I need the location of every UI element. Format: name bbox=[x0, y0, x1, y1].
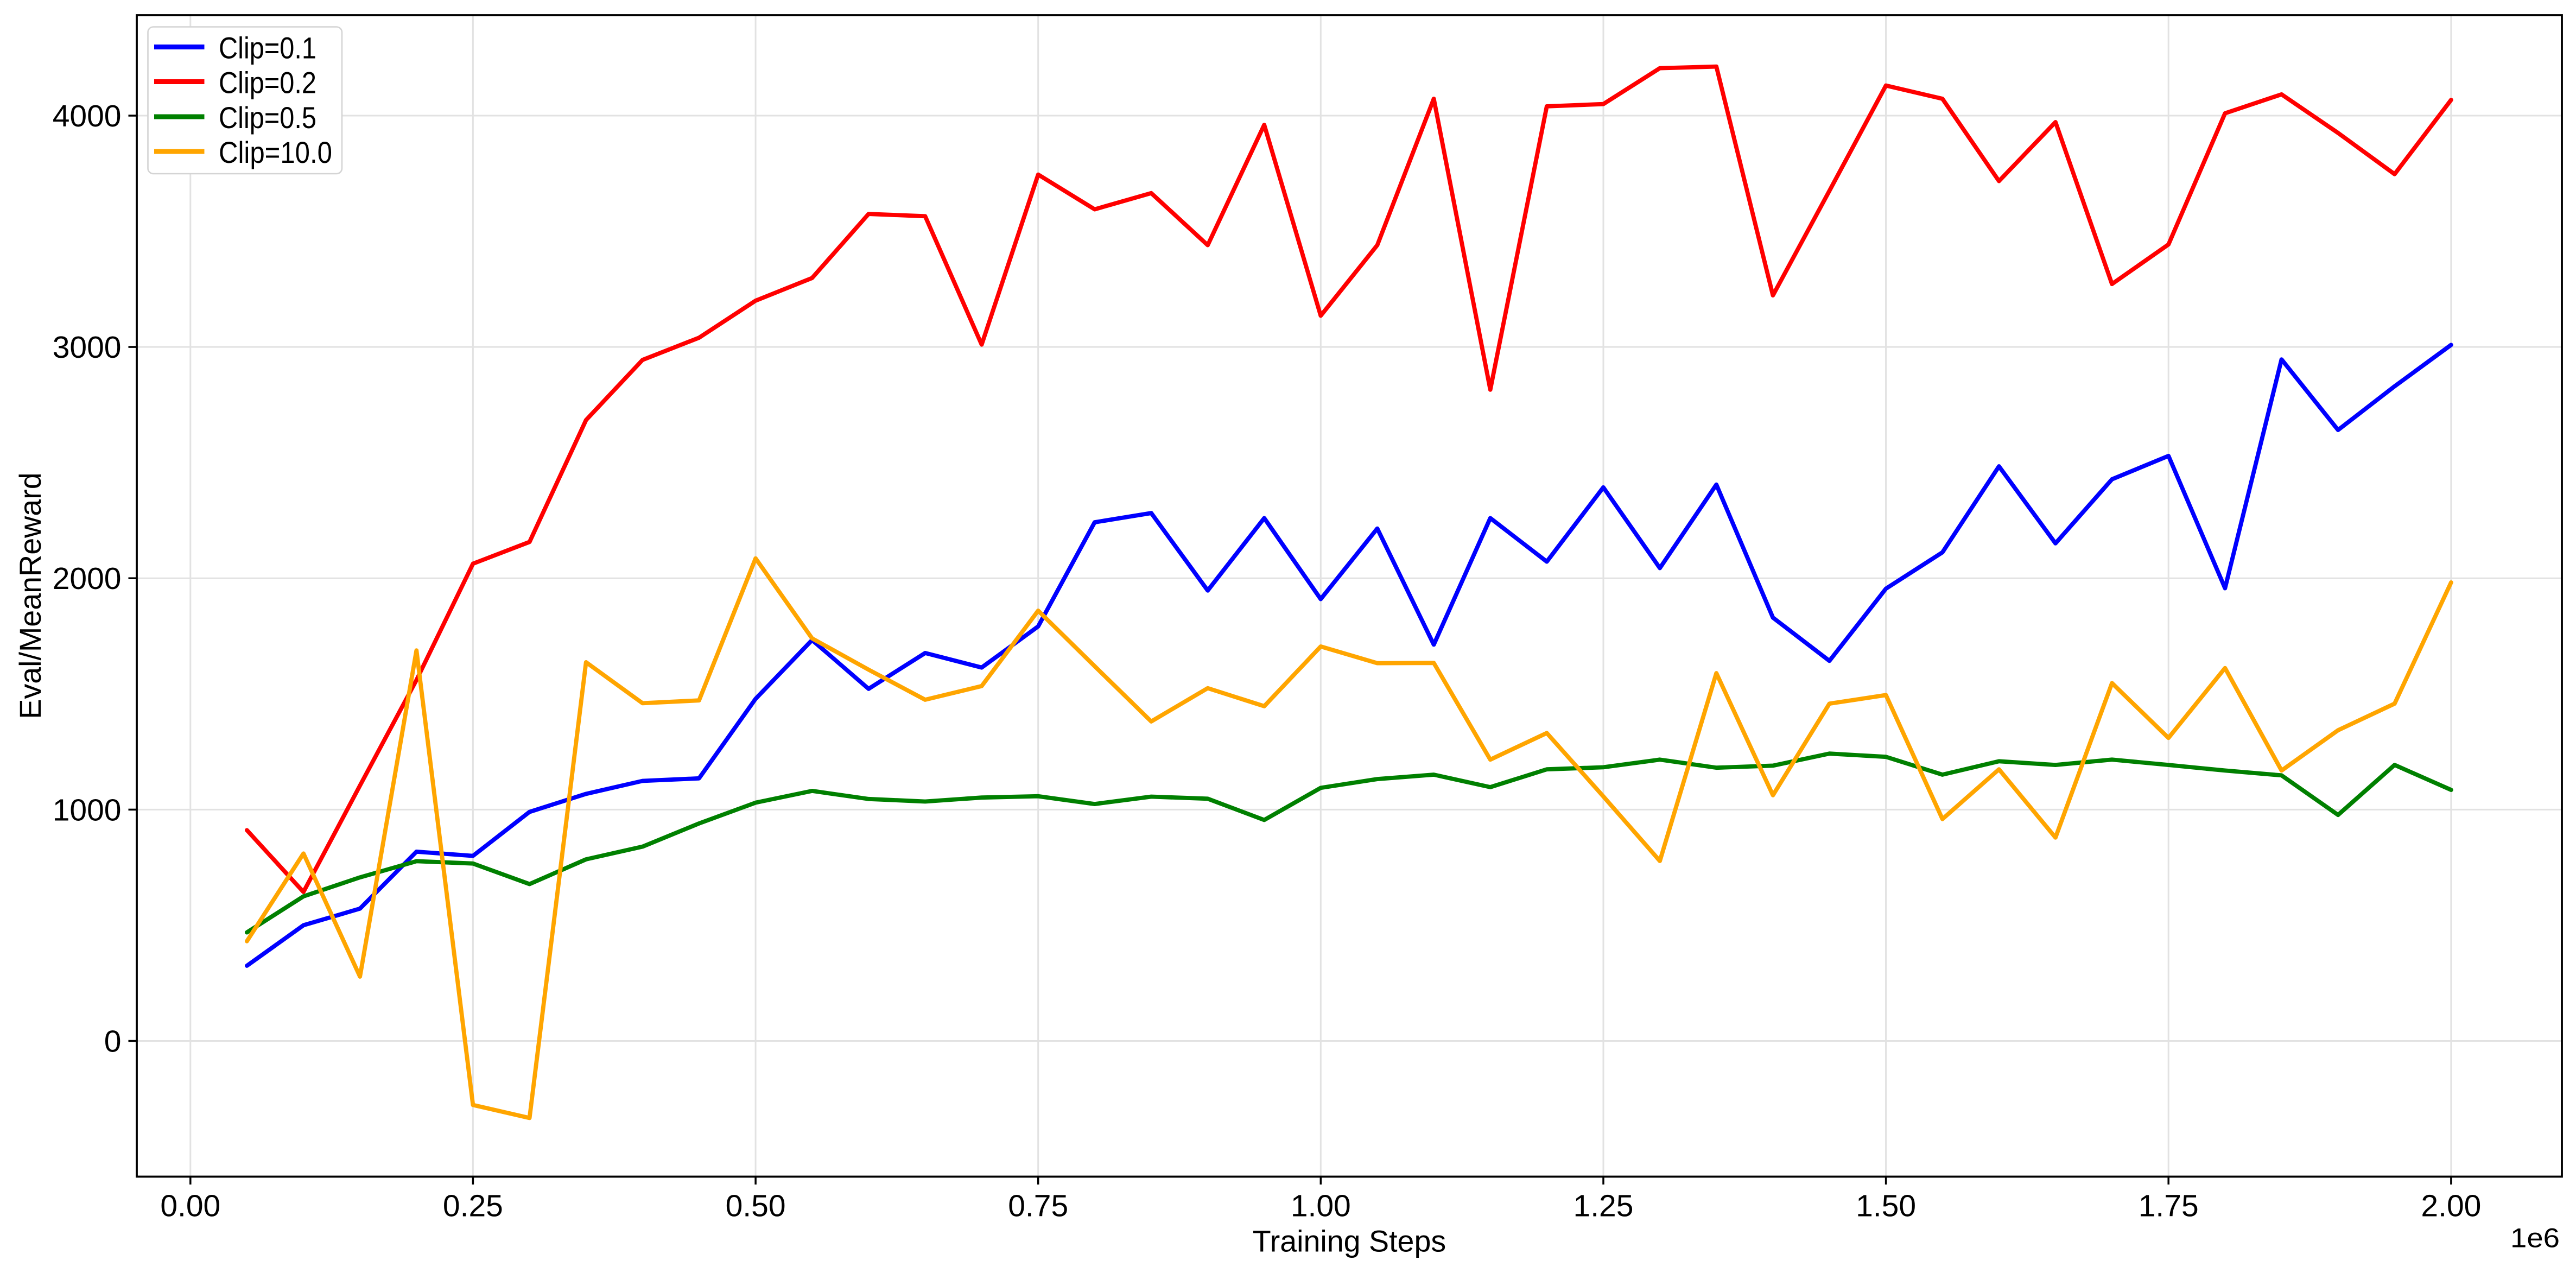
svg-text:2.00: 2.00 bbox=[2421, 1189, 2481, 1224]
svg-text:Clip=10.0: Clip=10.0 bbox=[219, 136, 332, 169]
svg-text:0: 0 bbox=[104, 1024, 122, 1059]
svg-text:0.25: 0.25 bbox=[443, 1189, 503, 1224]
svg-text:1.50: 1.50 bbox=[1856, 1189, 1916, 1224]
svg-text:Eval/MeanReward: Eval/MeanReward bbox=[14, 472, 47, 719]
svg-text:1.75: 1.75 bbox=[2139, 1189, 2199, 1224]
svg-text:1000: 1000 bbox=[53, 793, 122, 827]
svg-text:Clip=0.1: Clip=0.1 bbox=[219, 31, 316, 65]
svg-text:1.00: 1.00 bbox=[1291, 1189, 1351, 1224]
svg-text:Clip=0.2: Clip=0.2 bbox=[219, 66, 316, 100]
svg-text:4000: 4000 bbox=[53, 99, 122, 134]
svg-text:Clip=0.5: Clip=0.5 bbox=[219, 101, 316, 135]
svg-text:0.50: 0.50 bbox=[726, 1189, 786, 1224]
svg-text:0.00: 0.00 bbox=[160, 1189, 220, 1224]
svg-text:Training Steps: Training Steps bbox=[1253, 1225, 1446, 1258]
svg-text:1e6: 1e6 bbox=[2510, 1223, 2560, 1253]
svg-text:0.75: 0.75 bbox=[1008, 1189, 1068, 1224]
svg-text:3000: 3000 bbox=[53, 330, 122, 365]
svg-text:1.25: 1.25 bbox=[1573, 1189, 1634, 1224]
svg-text:2000: 2000 bbox=[53, 561, 122, 596]
